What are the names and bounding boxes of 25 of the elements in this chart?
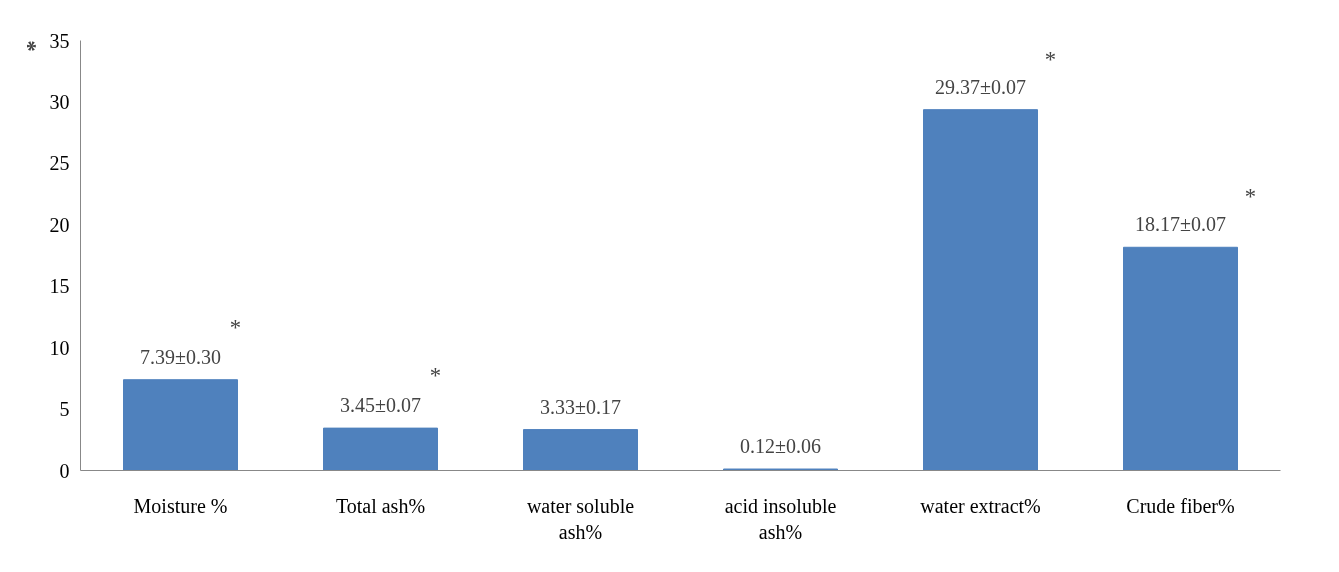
y-tick-label: 20 (49, 213, 70, 236)
data-label: 3.45±0.07 (340, 394, 421, 417)
annotation: * (1244, 184, 1257, 210)
x-tick-label: water extract% (920, 494, 1041, 517)
y-tick-label: 30 (49, 90, 70, 113)
x-tick-label: acid insoluble ash% (724, 494, 837, 543)
annotation: * (1044, 46, 1057, 72)
x-tick-label: Crude fiber% (1126, 494, 1235, 517)
annotation: * (429, 363, 442, 389)
data-label: 0.12±0.06 (740, 435, 821, 458)
data-label: 7.39±0.30 (140, 345, 221, 368)
y-tick-label: 0 (59, 459, 70, 482)
y-tick-label: 10 (49, 336, 70, 359)
y-tick-label: 35 (49, 29, 70, 52)
data-label: 3.33±0.17 (540, 395, 621, 418)
y-tick-label: 25 (49, 152, 70, 175)
y-tick-label: 15 (49, 275, 70, 298)
y-tick-label: 5 (59, 398, 70, 421)
x-tick-label: Moisture % (133, 494, 228, 517)
x-tick-label: Total ash% (335, 494, 426, 517)
data-label: 18.17±0.07 (1135, 213, 1226, 236)
text: * (21, 40, 47, 52)
annotation: * (229, 314, 242, 340)
x-tick-label: water soluble ash% (526, 494, 635, 543)
data-label: 29.37±0.07 (935, 75, 1026, 98)
